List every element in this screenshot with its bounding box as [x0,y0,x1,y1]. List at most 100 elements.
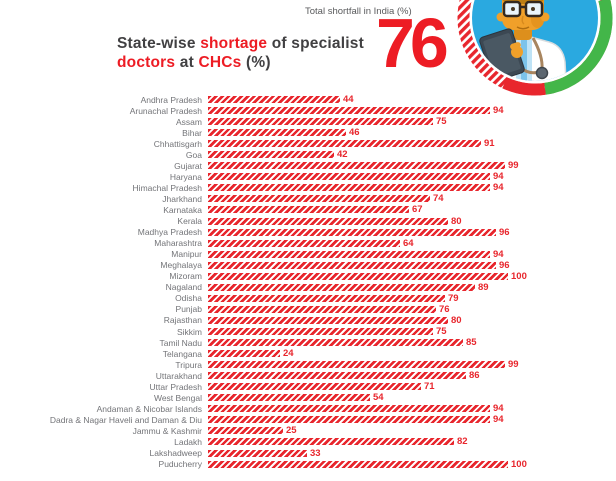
bar-row: Jharkhand 74 [0,193,616,204]
bar-row: Arunachal Pradesh 94 [0,105,616,116]
state-label: Uttarakhand [155,370,202,381]
state-label: Jammu & Kashmir [132,425,202,436]
state-label: Jharkhand [162,193,202,204]
state-bar [208,129,346,137]
state-bar-value: 94 [493,182,504,194]
state-label: Andhra Pradesh [140,94,202,105]
chart-title-segment: CHCs [198,54,242,71]
state-bar-value: 94 [493,248,504,260]
state-bar-value: 46 [349,127,360,139]
state-bar-value: 75 [436,116,447,128]
bar-row: Jammu & Kashmir 25 [0,425,616,436]
state-label: Dadra & Nagar Haveli and Daman & Diu [49,414,202,425]
state-bar [208,283,475,291]
bar-row: Puducherry 100 [0,459,616,470]
state-bar-value: 24 [283,348,294,360]
state-bar [208,140,481,148]
chart-title: State-wise shortage of specialist doctors… [117,34,364,72]
state-bar-value: 54 [373,392,384,404]
chart-title-segment: (%) [241,54,271,71]
state-bar-value: 96 [499,226,510,238]
state-bar [208,151,334,159]
state-bar-value: 74 [433,193,444,205]
state-label: Meghalaya [160,260,202,271]
state-label: Sikkim [176,326,202,337]
chart-title-segment: doctors [117,54,176,71]
state-label: Arunachal Pradesh [129,105,202,116]
state-bar [208,294,445,302]
state-bar-value: 94 [493,414,504,426]
state-bar [208,328,433,335]
state-bar-value: 96 [499,259,510,271]
state-bar [208,416,490,424]
state-label: Gujarat [174,160,202,171]
state-bar [208,184,490,192]
bar-row: Gujarat 99 [0,160,616,171]
bar-row: Telangana 24 [0,348,616,359]
bar-row: Andhra Pradesh 44 [0,94,616,105]
state-bar-value: 94 [493,171,504,183]
state-label: Punjab [175,304,202,315]
state-bar [208,261,496,269]
state-label: Nagaland [165,282,202,293]
state-label: Chhattisgarh [153,138,202,149]
state-bar [208,228,496,236]
bar-row: Uttarakhand 86 [0,370,616,381]
state-bar [208,250,490,258]
state-label: Tamil Nadu [159,337,202,348]
chart-title-line: doctors at CHCs (%) [117,53,364,72]
state-label: Uttar Pradesh [149,381,202,392]
bar-rows: Andhra Pradesh 44 Arunachal Pradesh 94 Assam… [0,94,616,470]
state-bar [208,438,454,446]
state-bar-value: 99 [508,160,519,172]
state-label: Maharashtra [154,238,202,249]
state-bar-value: 67 [412,204,423,216]
state-bar [208,449,307,457]
bar-row: Sikkim 75 [0,326,616,337]
state-bar-value: 42 [337,149,348,161]
state-bar [208,316,448,324]
bar-row: Lakshadweep 33 [0,448,616,459]
state-bar-value: 100 [511,458,527,470]
state-label: Mizoram [169,271,202,282]
bar-row: Karnataka 67 [0,204,616,215]
state-bar-value: 64 [403,237,414,249]
bar-row: Madhya Pradesh 96 [0,227,616,238]
state-bar [208,239,400,247]
state-label: Himachal Pradesh [132,182,202,193]
state-bar-value: 85 [466,337,477,349]
state-bar [208,272,508,280]
state-bar-value: 86 [469,370,480,382]
bar-row: Andaman & Nicobar Islands 94 [0,403,616,414]
bar-row: Bihar 46 [0,127,616,138]
state-label: Karnataka [163,204,202,215]
state-bar [208,460,508,468]
state-bar [208,195,430,203]
state-label: Telangana [162,348,202,359]
bar-row: Haryana 94 [0,171,616,182]
state-bar [208,118,433,126]
state-bar-value: 71 [424,381,435,393]
state-label: Bihar [182,127,202,138]
bar-row: Chhattisgarh 91 [0,138,616,149]
bar-row: Ladakh 82 [0,436,616,447]
state-bar [208,206,409,214]
state-bar [208,162,505,170]
state-label: Assam [176,116,202,127]
bar-row: Dadra & Nagar Haveli and Daman & Diu 94 [0,414,616,425]
total-shortfall-label: Total shortfall in India (%) [305,6,412,17]
state-bar [208,350,280,358]
bar-row: Mizoram 100 [0,271,616,282]
state-bar-value: 75 [436,326,447,337]
state-bar [208,405,490,413]
state-bar-value: 25 [286,425,297,437]
state-bar-value: 99 [508,359,519,371]
bar-row: Odisha 79 [0,293,616,304]
state-bar-value: 76 [439,303,450,315]
state-label: Haryana [169,171,202,182]
bar-row: Uttar Pradesh 71 [0,381,616,392]
state-label: Puducherry [158,459,202,470]
state-label: Manipur [171,249,202,260]
state-label: West Bengal [153,392,202,403]
bar-row: Kerala 80 [0,216,616,227]
